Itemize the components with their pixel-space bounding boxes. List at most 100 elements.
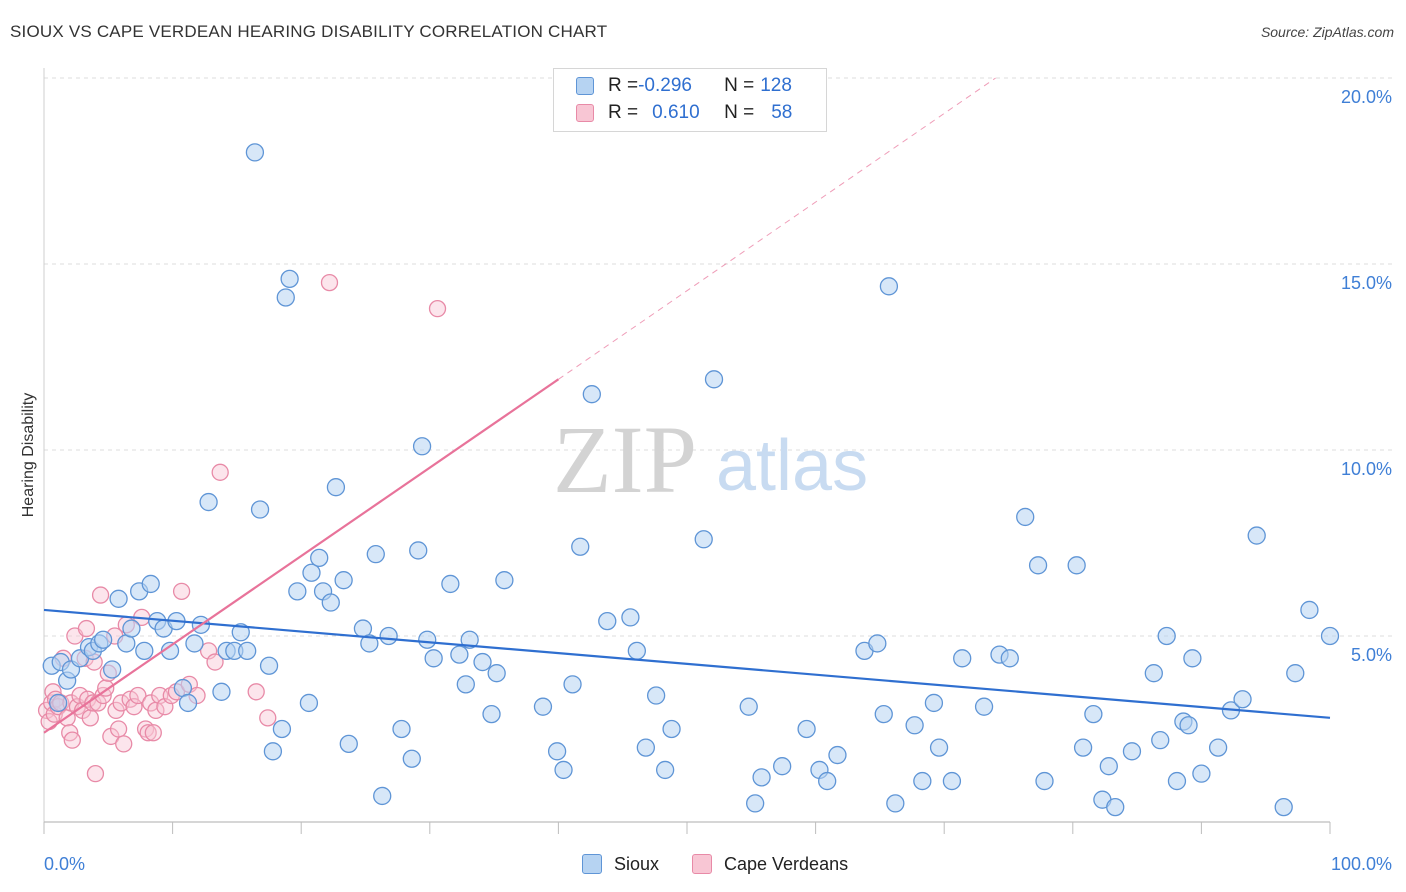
sioux-points <box>42 143 1340 817</box>
sioux-point <box>1183 649 1202 668</box>
sioux-point <box>302 563 321 582</box>
sioux-point <box>199 492 218 512</box>
sioux-point <box>409 541 428 560</box>
legend-row-cape-verdeans: R = 0.610 N = 58 <box>576 100 792 126</box>
sioux-point <box>1151 731 1170 750</box>
cv-r-label: R = <box>608 102 639 123</box>
y-tick-label: 5.0% <box>1351 645 1392 665</box>
sioux-trend-line <box>43 608 1331 719</box>
sioux-point <box>185 634 204 653</box>
sioux-point <box>321 593 340 612</box>
tick-labels: 5.0% 10.0% 15.0% 20.0% 0.0% 100.0% <box>44 87 1392 874</box>
sioux-point <box>263 742 283 761</box>
sioux-point <box>828 745 847 765</box>
sioux-point <box>231 623 250 642</box>
sioux-point <box>1084 704 1103 724</box>
sioux-point <box>424 649 443 668</box>
sioux-point <box>238 641 257 661</box>
sioux-point <box>441 574 460 594</box>
bottom-cv-label: Cape Verdeans <box>724 853 849 874</box>
sioux-point <box>886 794 905 813</box>
sioux-point <box>272 719 292 739</box>
legend-row-sioux: R = -0.296 N = 128 <box>576 73 792 99</box>
sioux-point <box>94 630 113 649</box>
sioux-point <box>773 757 792 776</box>
sioux-point <box>135 641 154 661</box>
sioux-point <box>1016 507 1035 527</box>
sioux-point <box>495 571 514 590</box>
sioux-point <box>1208 738 1228 757</box>
sioux-point <box>366 545 385 564</box>
sioux-point <box>1320 626 1340 646</box>
sioux-n-value: 128 <box>760 75 792 96</box>
bottom-sioux-swatch <box>582 854 602 874</box>
x-tick-label-max: 100.0% <box>1331 854 1392 874</box>
sioux-point <box>879 277 899 296</box>
cape-verdeans-point <box>172 582 191 601</box>
correlation-legend: R = -0.296 N = 128 R = 0.610 N = 58 <box>553 68 827 132</box>
sioux-point <box>1000 649 1019 668</box>
sioux-point <box>1233 690 1252 709</box>
sioux-point <box>326 478 346 497</box>
cape-verdeans-point <box>211 463 229 481</box>
sioux-point <box>571 537 590 556</box>
sioux-point <box>1028 556 1048 575</box>
sioux-point <box>942 771 962 791</box>
sioux-point <box>752 768 771 787</box>
sioux-point <box>636 738 655 757</box>
y-tick-label: 20.0% <box>1341 87 1392 107</box>
sioux-point <box>929 738 949 757</box>
cape-verdeans-point <box>63 731 81 749</box>
sioux-point <box>456 675 475 694</box>
sioux-point <box>460 630 479 649</box>
cape-verdeans-point <box>125 698 143 716</box>
sioux-point <box>739 697 758 716</box>
sioux-point <box>339 734 358 754</box>
cape-verdeans-point <box>86 764 105 783</box>
cape-verdeans-point <box>428 299 447 318</box>
sioux-point <box>868 634 887 653</box>
sioux-point <box>974 697 994 716</box>
sioux-point <box>48 693 68 713</box>
cape-verdeans-point <box>139 724 157 742</box>
sioux-n-label: N = <box>724 75 755 96</box>
sioux-point <box>412 437 432 456</box>
sioux-point <box>259 656 279 675</box>
y-tick-label: 10.0% <box>1341 459 1392 479</box>
x-tick-label-min: 0.0% <box>44 854 85 874</box>
sioux-point <box>482 704 501 724</box>
sioux-r-label: R = <box>608 75 639 96</box>
trend-lines <box>43 77 1331 734</box>
grid-lines <box>44 77 1392 637</box>
axes <box>43 68 1331 834</box>
cape-verdeans-swatch <box>576 104 594 122</box>
sioux-point <box>310 548 329 568</box>
bottom-sioux-label: Sioux <box>614 853 660 874</box>
sioux-point <box>1300 600 1319 620</box>
cape-verdeans-point <box>247 683 265 701</box>
sioux-swatch <box>576 77 594 95</box>
cape-verdeans-points <box>37 273 447 783</box>
sioux-point <box>487 664 506 683</box>
sioux-point <box>704 370 724 389</box>
bottom-legend-cape-verdeans: Cape Verdeans <box>692 852 848 876</box>
sioux-point <box>1192 764 1211 783</box>
sioux-point <box>280 269 299 289</box>
cape-verdeans-trend-line <box>43 378 560 734</box>
sioux-point <box>1179 716 1198 735</box>
sioux-point <box>250 500 270 519</box>
sioux-point <box>621 608 640 627</box>
sioux-point <box>1247 526 1266 545</box>
sioux-point <box>1099 757 1118 776</box>
cape-verdeans-point <box>109 720 128 738</box>
sioux-point <box>598 611 617 631</box>
cape-verdeans-point <box>129 686 147 705</box>
sioux-point <box>473 652 492 672</box>
sioux-point <box>1067 556 1086 575</box>
sioux-point <box>533 697 553 716</box>
sioux-point <box>1106 797 1125 817</box>
sioux-point <box>655 760 675 780</box>
sioux-point <box>694 530 713 549</box>
sioux-point <box>554 760 573 780</box>
sioux-point <box>1122 742 1142 761</box>
